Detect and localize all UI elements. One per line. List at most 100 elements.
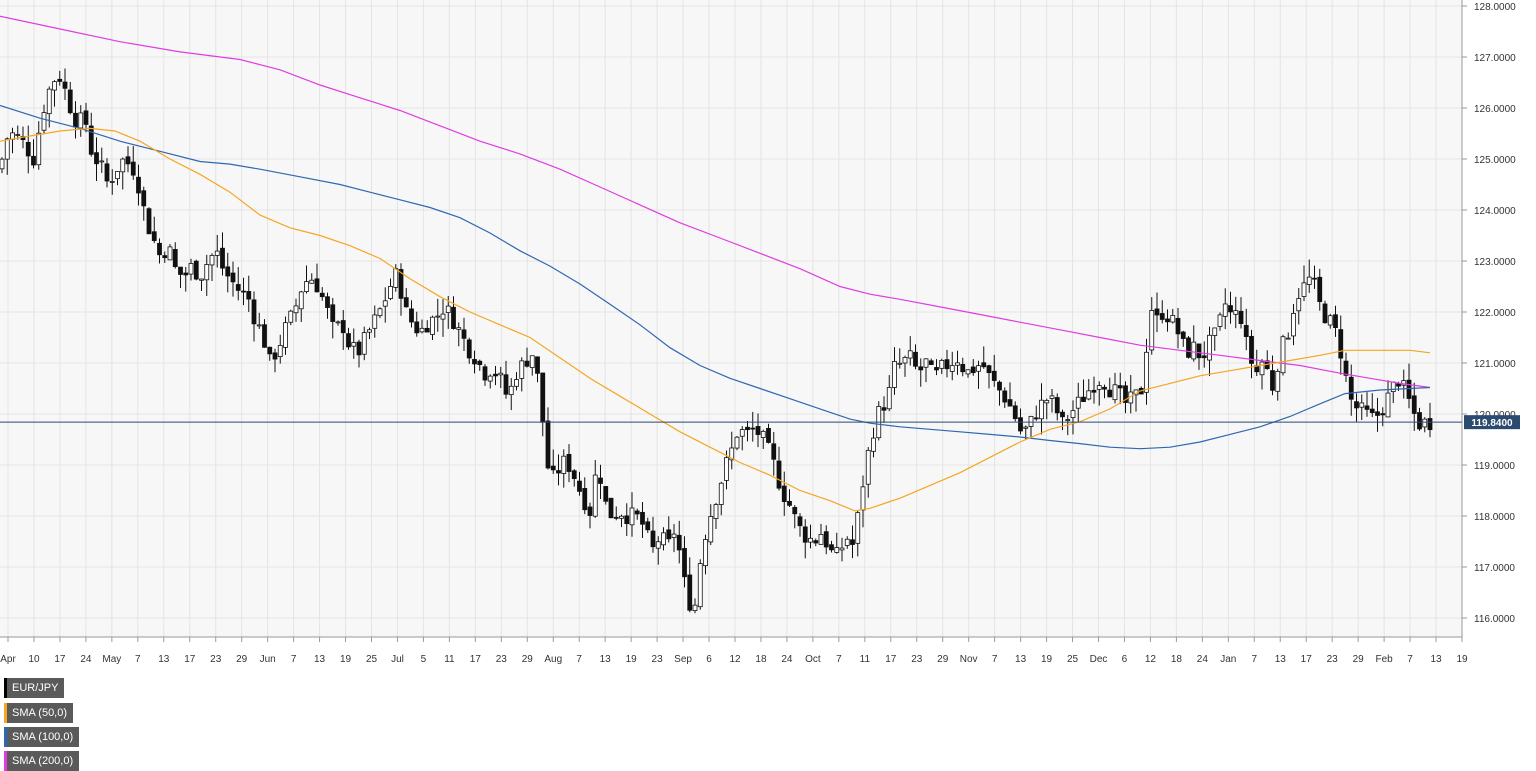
x-tick-label: 23 — [1327, 654, 1339, 665]
x-tick-label: 10 — [28, 654, 40, 665]
candle-bear — [1054, 397, 1060, 414]
candle-bull — [1217, 314, 1223, 327]
candle-bear — [172, 249, 178, 267]
candle-bear — [545, 420, 551, 469]
candle-bull — [1023, 426, 1029, 429]
candle-bear — [157, 242, 162, 256]
candle-bear — [944, 359, 950, 370]
candle-bear — [1364, 405, 1370, 410]
candle-bear — [666, 529, 672, 540]
candle-bull — [1075, 396, 1081, 409]
candle-bear — [640, 511, 645, 525]
y-tick-label: 118.0000 — [1474, 512, 1515, 523]
candle-bear — [881, 407, 887, 411]
candle-bull — [1039, 399, 1044, 420]
x-tick-label: 5 — [421, 654, 427, 665]
legend-item-symbol[interactable]: EUR/JPY — [4, 678, 65, 698]
candle-bear — [613, 516, 619, 519]
candle-bear — [73, 112, 78, 128]
x-tick-label: 17 — [1301, 654, 1313, 665]
candle-bear — [802, 526, 808, 543]
candle-bear — [314, 278, 320, 293]
x-tick-label: Dec — [1090, 654, 1108, 665]
candle-bear — [67, 89, 73, 114]
candle-bear — [1196, 343, 1202, 359]
candle-bull — [1065, 419, 1071, 421]
candle-bull — [708, 516, 714, 543]
candle-bear — [466, 339, 472, 359]
candle-bull — [487, 375, 493, 382]
candle-bull — [1112, 384, 1118, 401]
candle-bear — [1375, 411, 1380, 416]
candle-bear — [1154, 308, 1160, 316]
candle-bear — [136, 176, 141, 194]
legend-label-sma100: SMA (100,0) — [12, 731, 74, 743]
candle-bear — [330, 304, 336, 322]
candle-bear — [1312, 277, 1317, 280]
candle-bear — [587, 506, 593, 516]
candle-bull — [718, 482, 724, 505]
y-tick-label: 117.0000 — [1474, 563, 1515, 574]
candle-bear — [603, 486, 609, 502]
candle-bull — [514, 379, 519, 387]
candle-bull — [1096, 385, 1102, 390]
candle-bull — [78, 112, 84, 129]
legend-item-sma100[interactable]: SMA (100,0) — [4, 727, 80, 747]
candle-bear — [750, 427, 756, 430]
candle-bull — [214, 250, 220, 256]
candle-bull — [115, 171, 120, 180]
x-tick-label: 7 — [291, 654, 297, 665]
x-tick-label: 17 — [470, 654, 482, 665]
candle-bear — [130, 161, 136, 176]
candle-bull — [965, 369, 971, 375]
candle-bear — [1117, 385, 1123, 389]
candle-bear — [624, 515, 630, 525]
candle-bear — [424, 327, 430, 333]
candle-bull — [388, 286, 393, 299]
candle-bear — [766, 428, 771, 443]
candle-bear — [634, 510, 640, 515]
candle-bear — [829, 544, 834, 551]
candle-bull — [619, 515, 624, 519]
candle-bear — [1081, 396, 1086, 402]
candle-bear — [262, 324, 267, 348]
candle-bull — [886, 387, 892, 410]
legend-swatch-symbol — [4, 678, 7, 698]
x-tick-label: 29 — [1353, 654, 1365, 665]
legend-item-sma50[interactable]: SMA (50,0) — [4, 703, 74, 723]
candle-bear — [451, 306, 456, 329]
x-tick-label: 13 — [1015, 654, 1027, 665]
candle-bull — [1207, 334, 1212, 361]
candle-bear — [745, 426, 750, 431]
x-tick-label: 6 — [1122, 654, 1128, 665]
candle-bull — [293, 305, 299, 314]
candle-bull — [955, 362, 960, 366]
candle-bear — [556, 470, 561, 474]
candle-bear — [970, 366, 976, 374]
candle-bear — [141, 190, 147, 207]
axis-layer: 128.0000 127.0000 126.0000 125.0000 124.0000… — [0, 0, 1520, 665]
x-tick-label: 12 — [729, 654, 741, 665]
candle-bear — [1406, 379, 1412, 399]
x-tick-label: Feb — [1375, 654, 1393, 665]
x-tick-label: 25 — [366, 654, 378, 665]
candle-bear — [1354, 401, 1359, 409]
candle-bull — [298, 291, 304, 310]
legend-item-sma200[interactable]: SMA (200,0) — [4, 751, 80, 771]
candle-bull — [1422, 418, 1428, 428]
candle-bull — [1259, 361, 1265, 376]
x-tick-label: 13 — [600, 654, 612, 665]
x-tick-label: Oct — [805, 654, 821, 665]
candle-bull — [629, 507, 635, 526]
price-chart[interactable]: 128.0000 127.0000 126.0000 125.0000 124.0000… — [0, 0, 1536, 669]
candle-bear — [571, 470, 577, 480]
candle-bear — [178, 266, 183, 275]
candle-bear — [676, 534, 682, 551]
candle-bear — [1380, 413, 1386, 416]
candle-bear — [1396, 383, 1401, 387]
candle-bear — [503, 374, 509, 395]
candle-bear — [25, 141, 31, 157]
x-tick-label: 13 — [314, 654, 326, 665]
candle-bear — [1417, 412, 1422, 430]
